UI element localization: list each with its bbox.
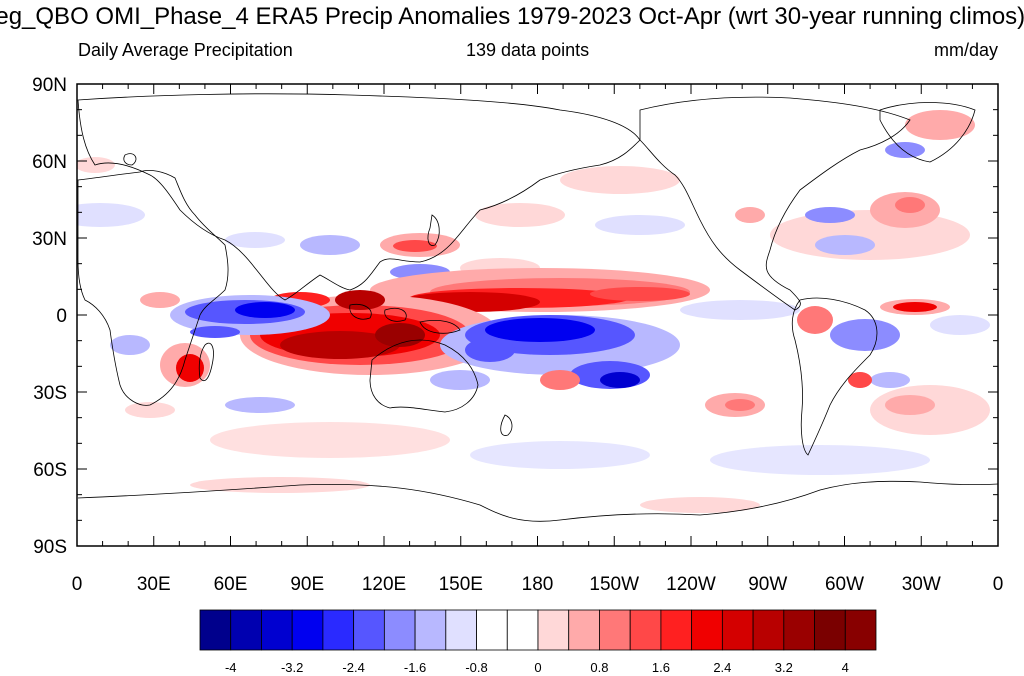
lon-label: 30E [137, 574, 171, 595]
colorbar-label: 1.6 [652, 660, 670, 675]
colorbar-swatch [783, 609, 815, 651]
colorbar-swatch [476, 609, 508, 651]
colorbar-swatch [537, 609, 570, 651]
colorbar-label: 4 [842, 660, 849, 675]
colorbar-swatch [414, 609, 447, 651]
colorbar-swatch [814, 609, 846, 651]
lon-label: 120W [666, 574, 716, 595]
lat-label: 30N [32, 229, 67, 250]
axis-ticks [76, 83, 999, 547]
colorbar-swatch [568, 609, 600, 651]
colorbar-swatch [261, 609, 293, 651]
colorbar [199, 609, 877, 651]
lat-label: 60S [33, 460, 67, 481]
center-subtitle: 139 data points [466, 40, 590, 60]
lon-label: 180 [522, 574, 554, 595]
lon-label: 150W [589, 574, 639, 595]
lat-label: 90S [33, 537, 67, 558]
units-label: mm/day [933, 40, 998, 60]
colorbar-swatch [230, 609, 262, 651]
colorbar-label: 2.4 [713, 660, 731, 675]
colorbar-swatch [445, 609, 477, 651]
colorbar-label: 0.8 [590, 660, 608, 675]
colorbar-swatch [599, 609, 631, 651]
colorbar-swatch [506, 609, 539, 651]
anomaly-shading [77, 110, 990, 513]
colorbar-label: 3.2 [775, 660, 793, 675]
colorbar-swatch [629, 609, 662, 651]
colorbar-swatch [199, 609, 232, 651]
lat-label: 90N [32, 75, 67, 96]
colorbar-swatch [383, 609, 416, 651]
latitude-labels: 90N 60N 30N 0 30S 60S 90S [32, 75, 67, 558]
colorbar-label: -0.8 [465, 660, 487, 675]
lon-label: 0 [72, 574, 83, 595]
coastlines [77, 93, 998, 522]
colorbar-swatch [844, 609, 877, 651]
colorbar-swatch [660, 609, 693, 651]
colorbar-swatch [291, 609, 324, 651]
colorbar-label: -4 [225, 660, 237, 675]
left-subtitle: Daily Average Precipitation [78, 40, 293, 60]
longitude-labels: 0 30E 60E 90E 120E 150E 180 150W 120W 90W 60W 30W 0 [72, 574, 1004, 595]
colorbar-label: 0 [534, 660, 541, 675]
colorbar-label: -1.6 [404, 660, 426, 675]
lon-label: 60E [214, 574, 248, 595]
colorbar-swatch [721, 609, 754, 651]
colorbar-labels: -4 -3.2 -2.4 -1.6 -0.8 0 0.8 1.6 2.4 3.2 4 [225, 660, 849, 675]
lon-label: 30W [902, 574, 941, 595]
plot-title: neg_QBO OMI_Phase_4 ERA5 Precip Anomalie… [0, 3, 1024, 30]
lon-label: 150E [439, 574, 483, 595]
lat-label: 0 [56, 306, 67, 327]
colorbar-label: -2.4 [342, 660, 364, 675]
lon-label: 60W [825, 574, 864, 595]
lon-label: 90W [748, 574, 787, 595]
lon-label: 90E [290, 574, 324, 595]
colorbar-swatch [322, 609, 355, 651]
colorbar-swatch [752, 609, 785, 651]
lon-label: 0 [993, 574, 1004, 595]
colorbar-swatch [691, 609, 723, 651]
lon-label: 120E [362, 574, 406, 595]
colorbar-swatch [353, 609, 385, 651]
lat-label: 30S [33, 383, 67, 404]
colorbar-label: -3.2 [281, 660, 303, 675]
lat-label: 60N [32, 152, 67, 173]
